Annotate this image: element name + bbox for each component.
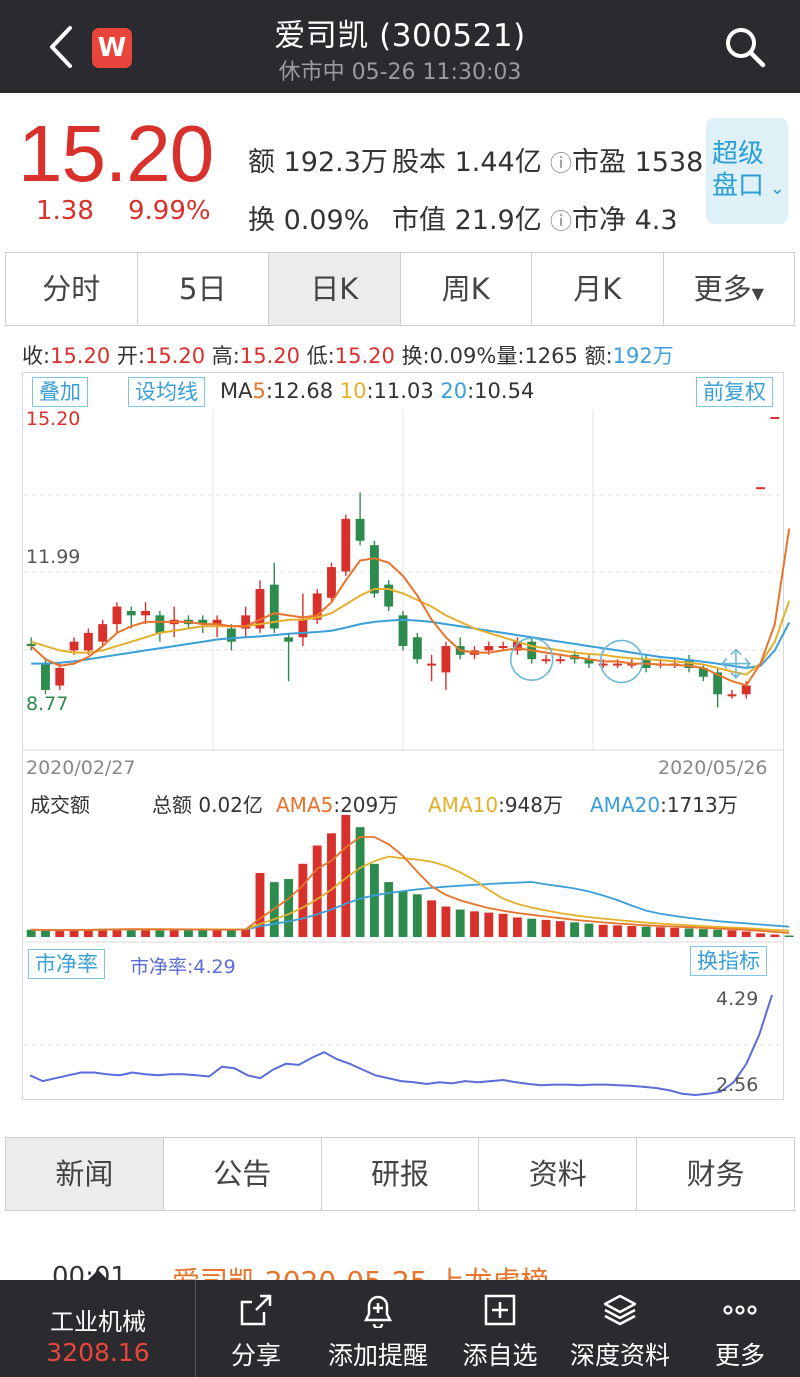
volume-bar	[784, 935, 794, 937]
stat-capital: 股本 1.44亿	[392, 147, 542, 178]
date-start: 2020/02/27	[26, 757, 136, 779]
price-change: 1.38	[36, 196, 94, 226]
volume-ama10: AMA10:948万	[428, 793, 563, 817]
market-status: 休市中 05-26 11:30:03	[278, 60, 522, 85]
tab-research[interactable]: 研报	[322, 1138, 480, 1210]
pb-axis-high: 4.29	[716, 988, 759, 1010]
search-icon[interactable]	[722, 24, 768, 70]
dropdown-caret-icon: ▼	[751, 284, 764, 303]
tab-financials[interactable]: 财务	[686, 1157, 745, 1191]
plus-square-icon	[484, 1294, 516, 1326]
volume-ama5: AMA5:209万	[276, 793, 399, 817]
app-logo-icon[interactable]: W	[92, 28, 132, 68]
volume-ama20: AMA20:1713万	[590, 793, 738, 817]
chart-frame[interactable]	[22, 372, 784, 1100]
deep-data-button[interactable]: 深度资料	[560, 1280, 680, 1377]
caret-up-icon	[88, 1270, 108, 1280]
set-ma-button[interactable]: 设均线	[128, 377, 205, 407]
price-change-percent: 9.99%	[128, 196, 211, 226]
tab-5day[interactable]: 5日	[138, 253, 269, 325]
tab-more[interactable]: 更多▼	[693, 272, 764, 306]
tab-weekly-k[interactable]: 周K	[401, 253, 532, 325]
stat-market-cap: 市值 21.9亿	[392, 205, 542, 236]
pb-value-label: 市净率:4.29	[130, 956, 236, 978]
share-icon	[240, 1294, 272, 1326]
more-button[interactable]: 更多	[692, 1280, 788, 1377]
more-dots-icon	[723, 1305, 757, 1315]
back-arrow-icon[interactable]	[40, 22, 84, 72]
volume-total: 总额 0.02亿	[152, 793, 263, 817]
news-tabs: 新闻 公告 研报 资料 财务	[5, 1137, 795, 1211]
layers-icon	[603, 1294, 637, 1326]
tab-profile[interactable]: 资料	[479, 1138, 638, 1210]
price-axis-high: 15.20	[26, 408, 81, 430]
period-tabs: 分时 5日 日K 周K 月K 更多▼	[5, 252, 795, 326]
add-watchlist-button[interactable]: 添自选	[450, 1280, 550, 1377]
stat-pe[interactable]: ⓘ市盈 1538	[550, 147, 704, 178]
tab-monthly-k[interactable]: 月K	[532, 253, 664, 325]
tab-intraday[interactable]: 分时	[6, 253, 138, 325]
date-end: 2020/05/26	[658, 757, 768, 779]
top-bar: W 爱司凯 (300521) 休市中 05-26 11:30:03	[0, 0, 800, 93]
bottom-toolbar: 工业机械 3208.16 分享 添加提醒 添自选 深度资料	[0, 1270, 800, 1377]
pb-axis-low: 2.56	[716, 1074, 759, 1096]
add-alert-button[interactable]: 添加提醒	[318, 1280, 438, 1377]
chevron-down-icon: ⌄	[764, 178, 785, 199]
overlay-button[interactable]: 叠加	[32, 377, 88, 407]
stat-amount: 额 192.3万	[248, 147, 388, 178]
switch-indicator-button[interactable]: 换指标	[690, 946, 767, 976]
price-axis-mid: 11.99	[26, 546, 81, 568]
stock-title: 爱司凯 (300521)	[274, 18, 526, 54]
adjust-button[interactable]: 前复权	[696, 377, 773, 407]
price-axis-low: 8.77	[26, 693, 69, 715]
sector-index[interactable]: 工业机械 3208.16	[0, 1280, 196, 1377]
info-icon: ⓘ	[550, 152, 573, 177]
sector-index-value: 3208.16	[46, 1338, 150, 1367]
stat-turnover: 换 0.09%	[248, 205, 370, 236]
tab-news[interactable]: 新闻	[6, 1138, 164, 1210]
sector-index-name: 工业机械	[50, 1308, 146, 1336]
bell-plus-icon	[363, 1295, 393, 1328]
tab-announcements[interactable]: 公告	[164, 1138, 322, 1210]
ma-legend: MA5:12.68 10:11.03 20:10.54	[220, 379, 535, 403]
stat-pb[interactable]: ⓘ市净 4.3	[550, 205, 678, 236]
info-icon: ⓘ	[550, 210, 573, 235]
tab-daily-k[interactable]: 日K	[269, 253, 401, 325]
volume-title: 成交额	[30, 793, 90, 817]
super-orderbook-button[interactable]: 超级 盘口 ⌄	[706, 118, 788, 224]
current-price: 15.20	[18, 109, 214, 198]
share-button[interactable]: 分享	[206, 1280, 306, 1377]
ohlc-summary: 收:15.20 开:15.20 高:15.20 低:15.20 换:0.09%量…	[22, 344, 674, 368]
pb-indicator-button[interactable]: 市净率	[28, 949, 105, 979]
